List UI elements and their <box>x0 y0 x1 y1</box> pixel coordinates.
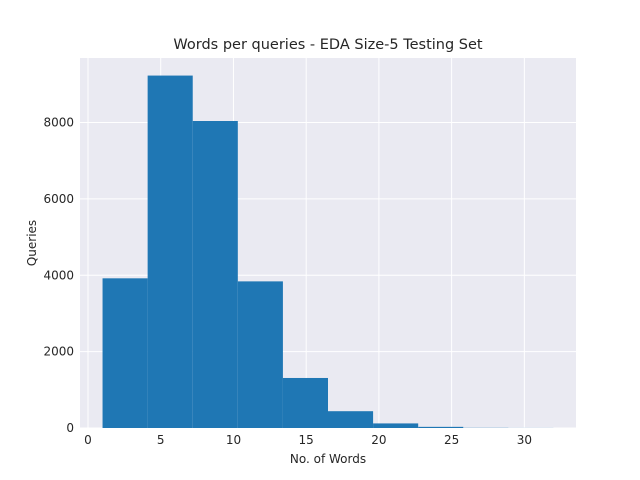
x-tick-label: 5 <box>157 433 165 447</box>
histogram-bar <box>192 121 238 428</box>
y-tick-label: 4000 <box>43 268 74 282</box>
histogram-bar <box>418 426 464 428</box>
histogram-bar <box>147 75 193 428</box>
histogram-bar <box>237 281 283 428</box>
y-tick-label: 0 <box>66 421 74 435</box>
x-tick-label: 0 <box>84 433 92 447</box>
y-axis-label: Queries <box>25 220 39 266</box>
histogram-bar <box>328 411 374 428</box>
x-tick-label: 30 <box>517 433 532 447</box>
x-tick-label: 25 <box>444 433 459 447</box>
histogram-bars <box>102 75 554 428</box>
x-tick-label: 20 <box>371 433 386 447</box>
y-tick-labels: 0 2000 4000 6000 8000 <box>43 116 74 435</box>
x-axis-label: No. of Words <box>290 452 366 466</box>
x-tick-label: 10 <box>226 433 241 447</box>
chart-title: Words per queries - EDA Size-5 Testing S… <box>173 37 483 53</box>
y-tick-label: 8000 <box>43 116 74 130</box>
x-tick-labels: 0 5 10 15 20 25 30 <box>84 433 532 447</box>
histogram-bar <box>102 278 148 428</box>
y-tick-label: 2000 <box>43 345 74 359</box>
histogram-bar <box>373 423 419 428</box>
histogram-bar <box>282 377 328 428</box>
y-tick-label: 6000 <box>43 192 74 206</box>
x-tick-label: 15 <box>299 433 314 447</box>
